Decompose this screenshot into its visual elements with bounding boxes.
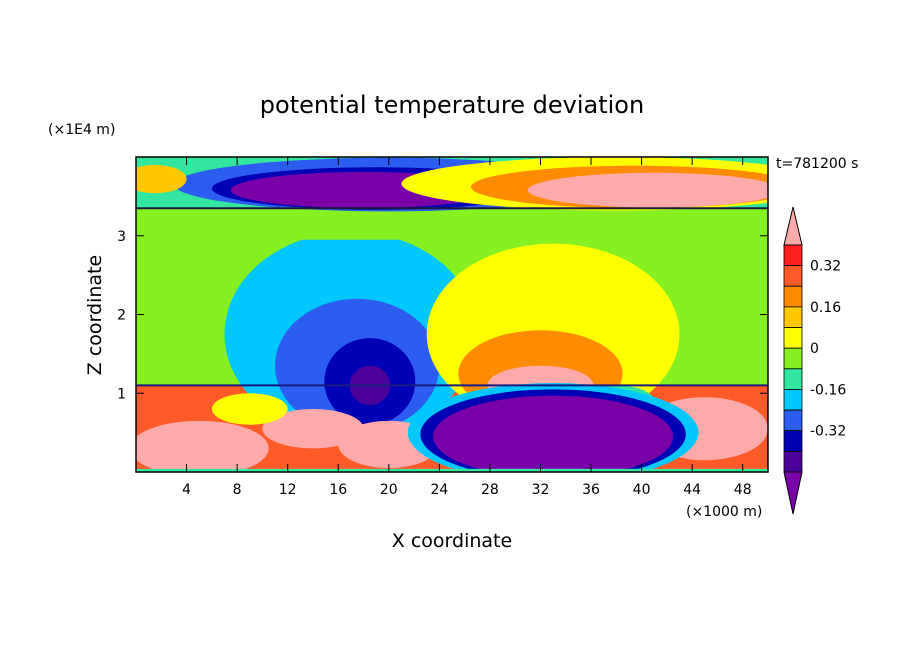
x-tick-label: 36 — [582, 482, 600, 498]
y-axis: 1 2 3 — [117, 229, 768, 402]
colorbar-swatch — [783, 430, 803, 452]
x-tick-label: 16 — [329, 482, 347, 498]
y-axis-label: Z coordinate — [84, 255, 106, 375]
x-tick-label: 4 — [182, 482, 191, 498]
upper-warm-edge — [136, 164, 187, 194]
colorbar-label: 0.32 — [810, 259, 841, 275]
x-tick-label: 48 — [734, 482, 752, 498]
x-tick-label: 12 — [279, 482, 297, 498]
x-tick-label: 8 — [233, 482, 242, 498]
colorbar-swatch — [783, 265, 803, 287]
colorbar-extend-min — [783, 471, 803, 515]
colorbar-label: -0.32 — [810, 424, 846, 440]
x-tick-label: 20 — [380, 482, 398, 498]
x-tick-label: 44 — [683, 482, 701, 498]
time-label: t=781200 s — [776, 156, 858, 172]
x-tick-label: 24 — [430, 482, 448, 498]
lower-warm-patch-1 — [136, 420, 269, 472]
colorbar-swatch — [783, 347, 803, 370]
colorbar-label: -0.16 — [810, 382, 846, 398]
y-unit-label: (×1E4 m) — [48, 122, 115, 138]
colorbar: 0.32 0.16 0 -0.16 -0.32 — [783, 206, 846, 515]
lower-warm-patch-2 — [262, 409, 364, 449]
x-unit-label: (×1000 m) — [686, 504, 762, 520]
chart-title: potential temperature deviation — [260, 91, 644, 119]
colorbar-swatch — [783, 389, 803, 411]
y-tick-label: 1 — [117, 386, 126, 402]
colorbar-swatch — [783, 244, 803, 267]
colorbar-swatch — [783, 450, 803, 473]
lower-cold-core — [433, 395, 674, 472]
x-axis-label: X coordinate — [392, 530, 512, 552]
upper-warm-core — [527, 172, 768, 208]
colorbar-label: 0 — [810, 341, 819, 357]
colorbar-swatch — [783, 327, 803, 349]
y-tick-label: 2 — [117, 308, 126, 324]
colorbar-swatch — [783, 285, 803, 308]
colorbar-swatch — [783, 368, 803, 390]
plot-area — [135, 156, 769, 473]
colorbar-label: 0.16 — [810, 300, 841, 316]
x-tick-label: 32 — [532, 482, 550, 498]
lower-yellow-patch-1 — [211, 393, 288, 425]
x-axis: 4 8 12 16 20 24 28 32 36 40 44 48 — [182, 157, 752, 498]
colorbar-swatch — [783, 306, 803, 328]
x-tick-label: 40 — [633, 482, 651, 498]
colorbar-extend-max — [783, 206, 803, 246]
colorbar-swatch — [783, 409, 803, 432]
x-tick-label: 28 — [481, 482, 499, 498]
y-tick-label: 3 — [117, 229, 126, 245]
